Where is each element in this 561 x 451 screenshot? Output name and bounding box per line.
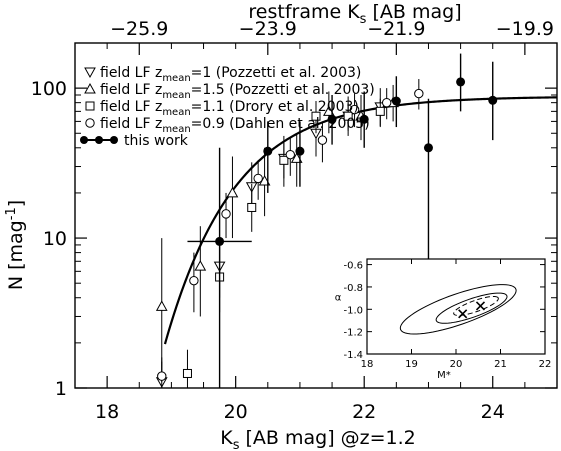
- inset-y-tick-label: -1.4: [343, 350, 363, 361]
- point-filled-circle: [391, 96, 401, 106]
- inset-x-label: M*: [437, 370, 451, 381]
- inset-x-tick-label: 18: [361, 359, 374, 370]
- inset-x-tick-label: 20: [450, 359, 463, 370]
- inset-x-tick-label: 19: [405, 359, 418, 370]
- point-open-square: [182, 368, 192, 378]
- top-tick-label: −21.9: [367, 18, 425, 40]
- axis-labels: restframe Ks [AB mag] Ks [AB mag] @z=1.2…: [4, 1, 462, 451]
- point-open-triangle-up: [290, 152, 303, 163]
- point-open-triangle-down: [84, 67, 96, 79]
- x-tick-label: 18: [95, 401, 119, 423]
- main-plot: 18 20 22 24 −25.9 −23.9 −21.9 −19.9 1 10 100: [31, 18, 558, 423]
- inset-contour-middle: [435, 292, 508, 324]
- legend-label: field LF zmean=1.5 (Pozzetti et al. 2003…: [100, 82, 375, 101]
- legend-item: field LF zmean=1.5 (Pozzetti et al. 2003…: [84, 82, 375, 101]
- point-open-circle: [317, 135, 328, 145]
- point-open-triangle-up: [194, 260, 207, 271]
- point-open-triangle-up: [226, 186, 239, 198]
- inset-plot: 18 19 20 21 22 -1.4 -1.2 -1.0 -0.8 -0.6 M* α: [335, 258, 552, 381]
- inset-contour-inner: [453, 295, 499, 316]
- point-filled-circle: [359, 114, 369, 124]
- point-filled-circle: [263, 146, 273, 156]
- top-axis-label: restframe Ks [AB mag]: [248, 1, 461, 27]
- point-open-circle: [253, 173, 263, 184]
- point-open-square: [343, 111, 353, 121]
- x-tick-label: 22: [352, 401, 376, 423]
- top-tick-label: −23.9: [239, 18, 297, 40]
- legend-marker: [80, 136, 88, 144]
- legend-label: field LF zmean=0.9 (Dahlen et al. 2005): [100, 116, 370, 135]
- inset-best-fit-cross: [475, 301, 486, 311]
- point-filled-circle: [423, 143, 433, 153]
- point-open-square: [279, 155, 289, 165]
- point-open-triangle-up: [155, 300, 168, 311]
- inset-y-label: α: [335, 293, 342, 304]
- inset-y-tick-label: -1.2: [343, 328, 363, 339]
- inset-second-fit-cross: [458, 309, 468, 319]
- legend-marker: [95, 136, 103, 144]
- point-open-circle: [85, 118, 95, 128]
- x-axis-label: Ks [AB mag] @z=1.2: [220, 427, 416, 451]
- y-tick-label: 100: [31, 78, 67, 100]
- inset-y-tick-label: -1.0: [343, 305, 363, 316]
- point-open-triangle-up: [323, 105, 335, 116]
- legend: field LF zmean=1 (Pozzetti et al. 2003)f…: [80, 65, 375, 149]
- point-open-circle: [285, 149, 295, 160]
- point-filled-circle: [295, 146, 305, 156]
- inset-y-tick-label: -0.8: [343, 283, 363, 294]
- legend-item: field LF zmean=1.1 (Drory et al. 2003): [85, 99, 359, 118]
- point-open-circle: [381, 97, 392, 108]
- legend-label: this work: [124, 133, 189, 149]
- point-filled-circle: [488, 95, 498, 105]
- legend-item: field LF zmean=0.9 (Dahlen et al. 2005): [85, 116, 370, 135]
- point-filled-circle: [327, 114, 337, 124]
- legend-label: field LF zmean=1 (Pozzetti et al. 2003): [100, 65, 361, 84]
- point-open-square: [247, 202, 257, 212]
- point-open-circle: [189, 275, 199, 286]
- series-filled-circle: [187, 53, 498, 388]
- y-tick-label: 1: [55, 378, 67, 400]
- point-open-triangle-up: [84, 82, 96, 94]
- inset-contour-outer: [399, 284, 517, 335]
- point-filled-circle: [456, 77, 466, 87]
- legend-item: field LF zmean=1 (Pozzetti et al. 2003): [84, 65, 361, 84]
- point-open-square: [375, 106, 385, 116]
- y-tick-label: 10: [43, 228, 67, 250]
- y-axis-label: N [mag-1]: [4, 200, 27, 290]
- top-tick-label: −25.9: [110, 18, 168, 40]
- data-layer: [155, 53, 557, 388]
- point-open-circle: [157, 371, 167, 381]
- inset-y-tick-label: -0.6: [343, 261, 363, 272]
- point-open-circle: [414, 88, 424, 99]
- series-circle: [157, 79, 424, 388]
- inset-x-tick-label: 22: [539, 359, 552, 370]
- point-open-square: [85, 101, 95, 111]
- legend-label: field LF zmean=1.1 (Drory et al. 2003): [100, 99, 359, 118]
- point-open-square: [311, 111, 321, 121]
- legend-item: this work: [80, 133, 189, 149]
- series-square: [182, 98, 385, 388]
- x-tick-label: 20: [224, 401, 248, 423]
- x-tick-label: 24: [481, 401, 505, 423]
- inset-frame: [366, 258, 546, 355]
- point-filled-circle: [215, 236, 225, 246]
- inset-x-tick-label: 21: [494, 359, 507, 370]
- legend-marker: [110, 136, 118, 144]
- point-open-circle: [221, 209, 231, 219]
- point-open-circle: [349, 104, 360, 115]
- top-tick-label: −19.9: [496, 18, 554, 40]
- plot-frame: [74, 42, 558, 389]
